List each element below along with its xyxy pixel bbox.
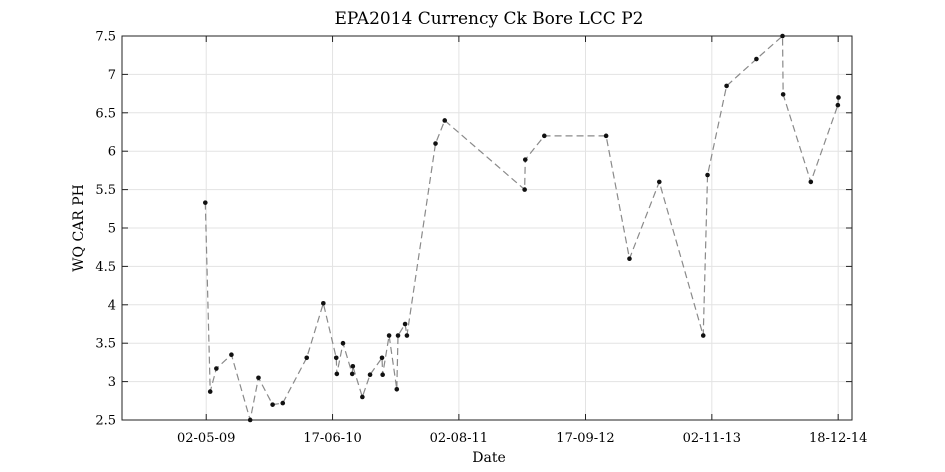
y-tick-label: 7	[108, 68, 116, 83]
data-point	[442, 118, 448, 123]
data-point	[321, 300, 326, 306]
y-tick-label: 5	[108, 222, 116, 237]
data-point	[386, 333, 392, 338]
data-point	[379, 355, 385, 361]
data-point	[333, 355, 339, 361]
data-point	[402, 321, 408, 327]
data-point	[340, 340, 346, 346]
x-tick-label: 17-09-12	[556, 431, 614, 446]
data-point	[203, 200, 208, 205]
data-point	[395, 333, 401, 338]
data-point	[394, 386, 400, 392]
data-point	[207, 389, 213, 394]
data-point	[522, 157, 528, 162]
data-point	[780, 92, 786, 97]
data-point	[522, 187, 527, 192]
y-axis-label: WQ CAR PH	[71, 184, 87, 272]
x-axis-label: Date	[472, 450, 505, 466]
data-point	[380, 372, 385, 377]
data-point	[724, 83, 729, 89]
data-point	[700, 333, 706, 338]
data-point	[247, 417, 253, 423]
data-point	[334, 371, 340, 377]
x-tick-label: 18-12-14	[809, 431, 867, 446]
data-point	[808, 179, 814, 185]
series-line	[204, 34, 840, 421]
data-point	[360, 394, 365, 400]
data-point	[229, 352, 234, 358]
data-point	[754, 56, 759, 62]
data-point	[542, 133, 547, 139]
y-tick-label: 6	[108, 145, 116, 160]
data-point	[270, 402, 275, 407]
y-tick-label: 3	[108, 375, 116, 390]
y-tick-label: 2.5	[95, 414, 116, 429]
data-series	[203, 33, 841, 423]
y-tick-label: 3.5	[95, 337, 116, 352]
x-tick-label: 02-05-09	[177, 431, 235, 446]
data-point	[304, 355, 310, 361]
data-point	[349, 371, 355, 377]
data-point	[603, 133, 609, 139]
axis-ticks: 2.5 3 3.5 4 4.5 5 5.5 6 6.5 7 7.5 02-05-09 17-06-10 0…	[95, 30, 867, 447]
data-point	[367, 372, 373, 377]
y-tick-label: 6.5	[95, 106, 116, 121]
data-point	[433, 141, 438, 146]
x-tick-label: 17-06-10	[303, 431, 361, 446]
x-tick-label: 02-11-13	[683, 431, 741, 446]
data-point	[780, 33, 785, 39]
x-tick-label: 02-08-11	[430, 431, 488, 446]
data-point	[656, 179, 662, 185]
data-point	[627, 256, 632, 262]
y-tick-label: 5.5	[95, 183, 116, 198]
data-point	[350, 363, 356, 369]
data-point	[404, 333, 410, 338]
grid-lines	[122, 35, 852, 421]
y-tick-label: 7.5	[95, 30, 116, 45]
chart-title: EPA2014 Currency Ck Bore LCC P2	[335, 9, 644, 29]
data-point	[214, 366, 219, 371]
data-point	[835, 102, 841, 108]
data-point	[256, 375, 261, 381]
y-tick-label: 4.5	[95, 260, 116, 275]
data-point	[705, 172, 710, 178]
y-tick-label: 4	[108, 298, 116, 313]
data-point	[280, 400, 286, 406]
data-point	[836, 95, 841, 100]
